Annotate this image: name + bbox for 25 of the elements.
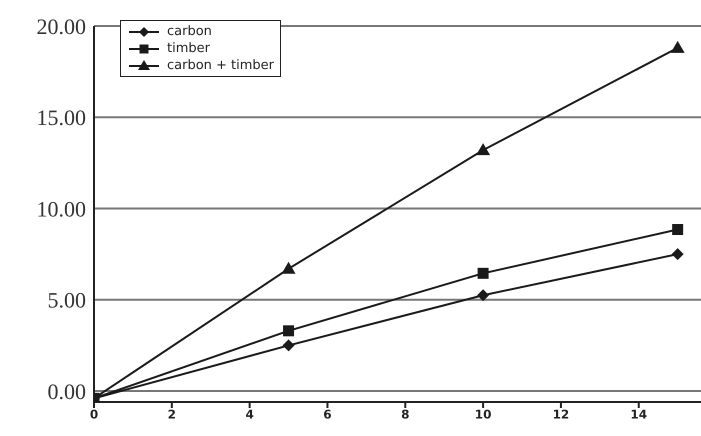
y-tick-label: 5.00 [48,288,86,313]
x-tick-label: 0 [90,408,98,422]
point [478,268,489,279]
y-tick-label: 10.00 [36,196,86,222]
x-tick-label: 14 [630,408,648,422]
point [672,248,684,260]
point [477,289,490,302]
y-tick-label: 0.00 [48,378,86,404]
point [670,40,685,53]
point [282,262,296,274]
x-tick-label: 8 [401,408,410,422]
y-tick-label: 15.00 [36,105,86,130]
point [282,339,295,352]
legend-label: carbon [167,23,212,40]
x-tick-label: 6 [323,408,332,422]
legend-label: carbon + timber [167,57,274,74]
x-tick-label: 2 [168,408,176,422]
point [672,224,684,236]
legend-label: timber [167,40,210,57]
x-tick-label: 12 [552,408,570,422]
point [283,325,294,336]
x-tick-label: 4 [245,408,254,422]
point [476,143,490,156]
x-tick-label: 10 [474,408,492,422]
y-tick-label: 20.00 [36,14,86,39]
